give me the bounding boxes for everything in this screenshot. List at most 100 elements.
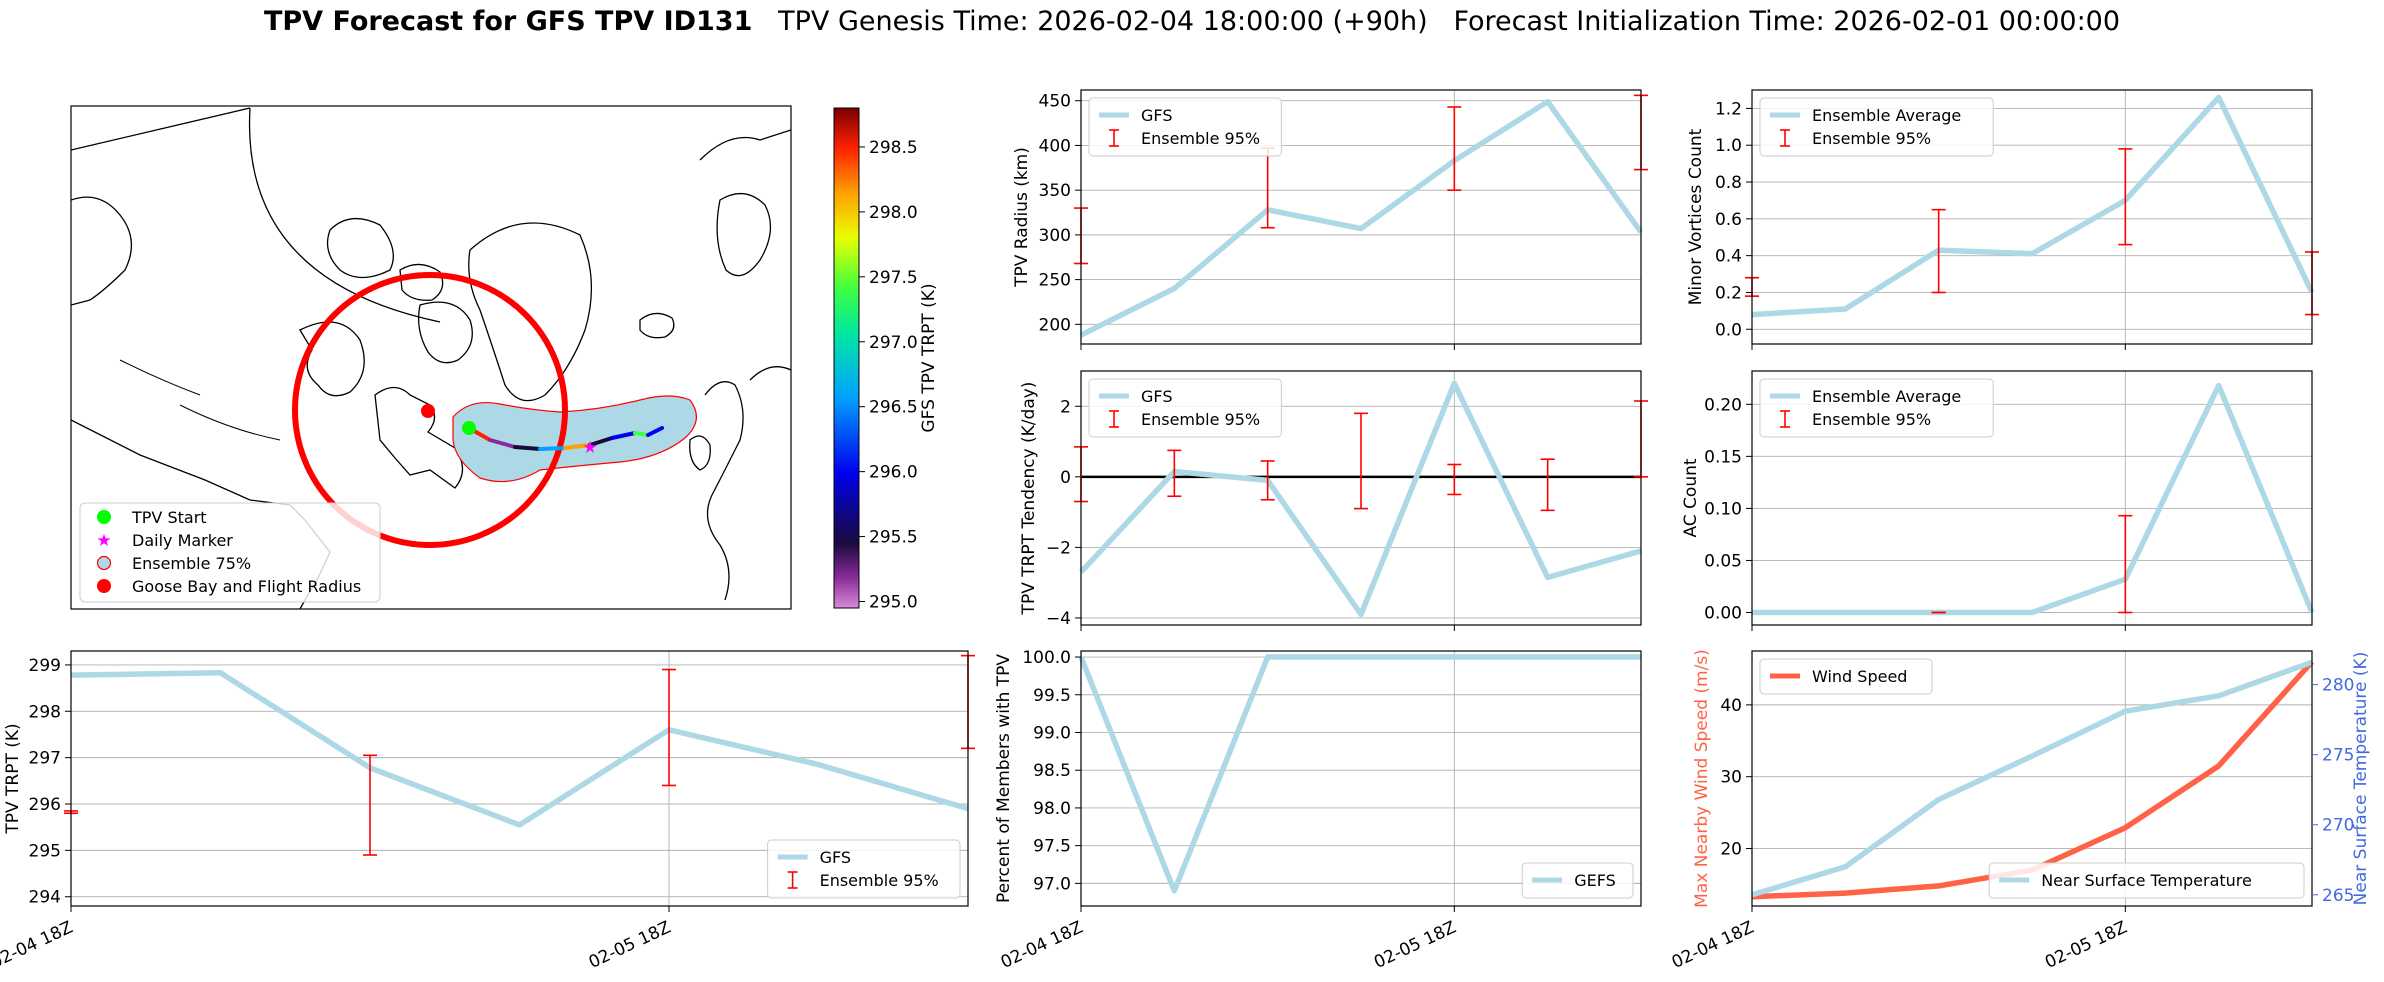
y-axis-label: TPV TRPT (K) — [3, 723, 23, 834]
colorbar-tick-label: 295.5 — [869, 528, 918, 548]
map-boundary-arc — [248, 107, 441, 323]
legend-goosebay-swatch — [97, 579, 111, 593]
goose-bay-marker — [421, 404, 435, 418]
y-tick-label: 0 — [1060, 468, 1071, 488]
x-tick-label: 02-04 18Z — [998, 918, 1086, 973]
colorbar-tick-label: 296.5 — [869, 398, 918, 418]
legend-ensemble-label: Ensemble 75% — [132, 554, 251, 573]
track-segment — [588, 436, 614, 447]
legend-box — [1759, 97, 1994, 157]
colorbar-ticks: 295.0 295.5 296.0 296.5 297.0 297.5 298.0 298.5 — [859, 138, 918, 613]
y-tick-label: 295 — [29, 841, 61, 861]
legend-label: Near Surface Temperature — [2041, 871, 2252, 890]
x-tick-label: 02-05 18Z — [2042, 918, 2130, 973]
y-tick-label: 20 — [1720, 840, 1742, 860]
chart-minor: 0.0 0.2 0.4 0.6 0.8 1.0 1.2 Minor Vortices Coun… — [1686, 89, 2319, 350]
errorbar — [1447, 106, 1462, 191]
ensemble-75-region — [452, 395, 697, 483]
legend: GFS Ensemble 95% — [1088, 378, 1282, 438]
errorbar — [2118, 514, 2133, 614]
legend: Wind Speed — [1759, 658, 1933, 695]
colorbar-label: GFS TPV TRPT (K) — [919, 283, 939, 432]
legend-label: Ensemble Average — [1812, 106, 1961, 125]
legend-start-swatch — [97, 510, 111, 524]
tpv-track-map: ★ TPV Start ★ Daily Marker Ensemble 75% … — [70, 105, 792, 610]
coastline-scandinavia — [716, 193, 772, 277]
title-genesis-time: TPV Genesis Time: 2026-02-04 18:00:00 (+… — [778, 6, 1428, 37]
track-segment — [610, 431, 637, 440]
y-axis-label: AC Count — [1681, 458, 1701, 537]
y2-tick-label: 280 — [2322, 676, 2354, 696]
tpv-start-marker — [462, 421, 476, 435]
y-tick-label: 296 — [29, 795, 61, 815]
legend-label: GFS — [1141, 387, 1172, 406]
plot-frame — [1751, 89, 2313, 345]
y-tick-label: 99.0 — [1033, 723, 1071, 743]
coastline-arctic-islands-2 — [399, 263, 444, 301]
y-tick-label: 450 — [1039, 92, 1071, 112]
legend-label: Ensemble 95% — [1812, 129, 1931, 148]
map-legend: TPV Start ★ Daily Marker Ensemble 75% Go… — [79, 502, 381, 603]
legend: GFS Ensemble 95% — [1088, 97, 1282, 157]
errorbar — [1540, 458, 1555, 512]
y-tick-label: −2 — [1046, 538, 1071, 558]
colorbar-gradient — [833, 107, 860, 609]
errorbar — [1447, 463, 1462, 496]
y-tick-label: 294 — [29, 888, 61, 908]
track-segment — [538, 446, 567, 451]
chart-tendency: −4 −2 0 2 TPV TRPT Tendency (K/day) GFS Ensemb… — [1019, 370, 1648, 631]
y2-tick-label: 275 — [2322, 746, 2354, 766]
legend: GEFS — [1521, 862, 1634, 899]
colorbar-tick-label: 298.0 — [869, 203, 918, 223]
legend-label: Ensemble 95% — [1141, 129, 1260, 148]
figure-title: TPV Forecast for GFS TPV ID131 TPV Genes… — [0, 6, 2384, 37]
legend-box — [1759, 658, 1933, 695]
y-tick-label: 0.10 — [1704, 499, 1742, 519]
coastline-iceland — [639, 312, 675, 339]
chart-trpt: 294 295 296 297 298 299 02-04 18Z 02-05 18Z TPV … — [0, 650, 975, 973]
y-tick-label: 250 — [1039, 271, 1071, 291]
title-init-time: Forecast Initialization Time: 2026-02-01… — [1453, 6, 2121, 37]
y-tick-label: 299 — [29, 656, 61, 676]
track-segment — [488, 438, 517, 449]
y-tick-label: 297 — [29, 749, 61, 769]
errorbar — [363, 754, 377, 856]
chart-wind: 20 30 40 02-04 18Z 02-05 18Z Max Nearby Wind … — [1669, 649, 2371, 973]
y2-tick-label: 265 — [2322, 886, 2354, 906]
y-tick-label: 0.20 — [1704, 395, 1742, 415]
legend-label: Ensemble 95% — [1812, 410, 1931, 429]
y-tick-label: 200 — [1039, 315, 1071, 335]
y-tick-label: 1.0 — [1715, 136, 1742, 156]
y-tick-label: 1.2 — [1715, 99, 1742, 119]
plot-frame — [1080, 89, 1642, 345]
y-tick-label: −4 — [1046, 609, 1071, 629]
y2-tick-label: 270 — [2322, 816, 2354, 836]
legend-label: GFS — [820, 848, 851, 867]
y-tick-label: 100.0 — [1022, 648, 1071, 668]
y-tick-label: 0.15 — [1704, 447, 1742, 467]
errorbar — [1260, 460, 1275, 501]
coastline-alaska — [71, 196, 132, 306]
legend-box — [1088, 97, 1282, 157]
errorbar — [2118, 148, 2133, 246]
y-tick-label: 99.5 — [1033, 686, 1071, 706]
daily-marker-star: ★ — [582, 438, 597, 458]
legend: Near Surface Temperature — [1988, 862, 2305, 899]
coastline-baffin — [417, 301, 473, 364]
colorbar-tick-label: 295.0 — [869, 593, 918, 613]
y-axis-label: Percent of Members with TPV — [994, 654, 1014, 903]
chart-ac: 0.00 0.05 0.10 0.15 0.20 AC Count Ensemble Ave… — [1681, 370, 2315, 631]
y-tick-label: 0.00 — [1704, 604, 1742, 624]
y-tick-label: 2 — [1060, 397, 1071, 417]
legend: GFS Ensemble 95% — [767, 839, 961, 899]
legend-box — [767, 839, 961, 899]
errorbar — [1167, 449, 1182, 498]
legend-box — [1759, 378, 1994, 438]
legend: Ensemble Average Ensemble 95% — [1759, 378, 1994, 438]
title-tpv-id: TPV Forecast for GFS TPV ID131 — [263, 6, 753, 37]
map-boundary-arc — [71, 107, 251, 151]
trpt-colorbar: 295.0 295.5 296.0 296.5 297.0 297.5 298.0 298.5… — [833, 107, 939, 613]
y-tick-label: 0.4 — [1715, 247, 1742, 267]
colorbar-tick-label: 297.5 — [869, 268, 918, 288]
